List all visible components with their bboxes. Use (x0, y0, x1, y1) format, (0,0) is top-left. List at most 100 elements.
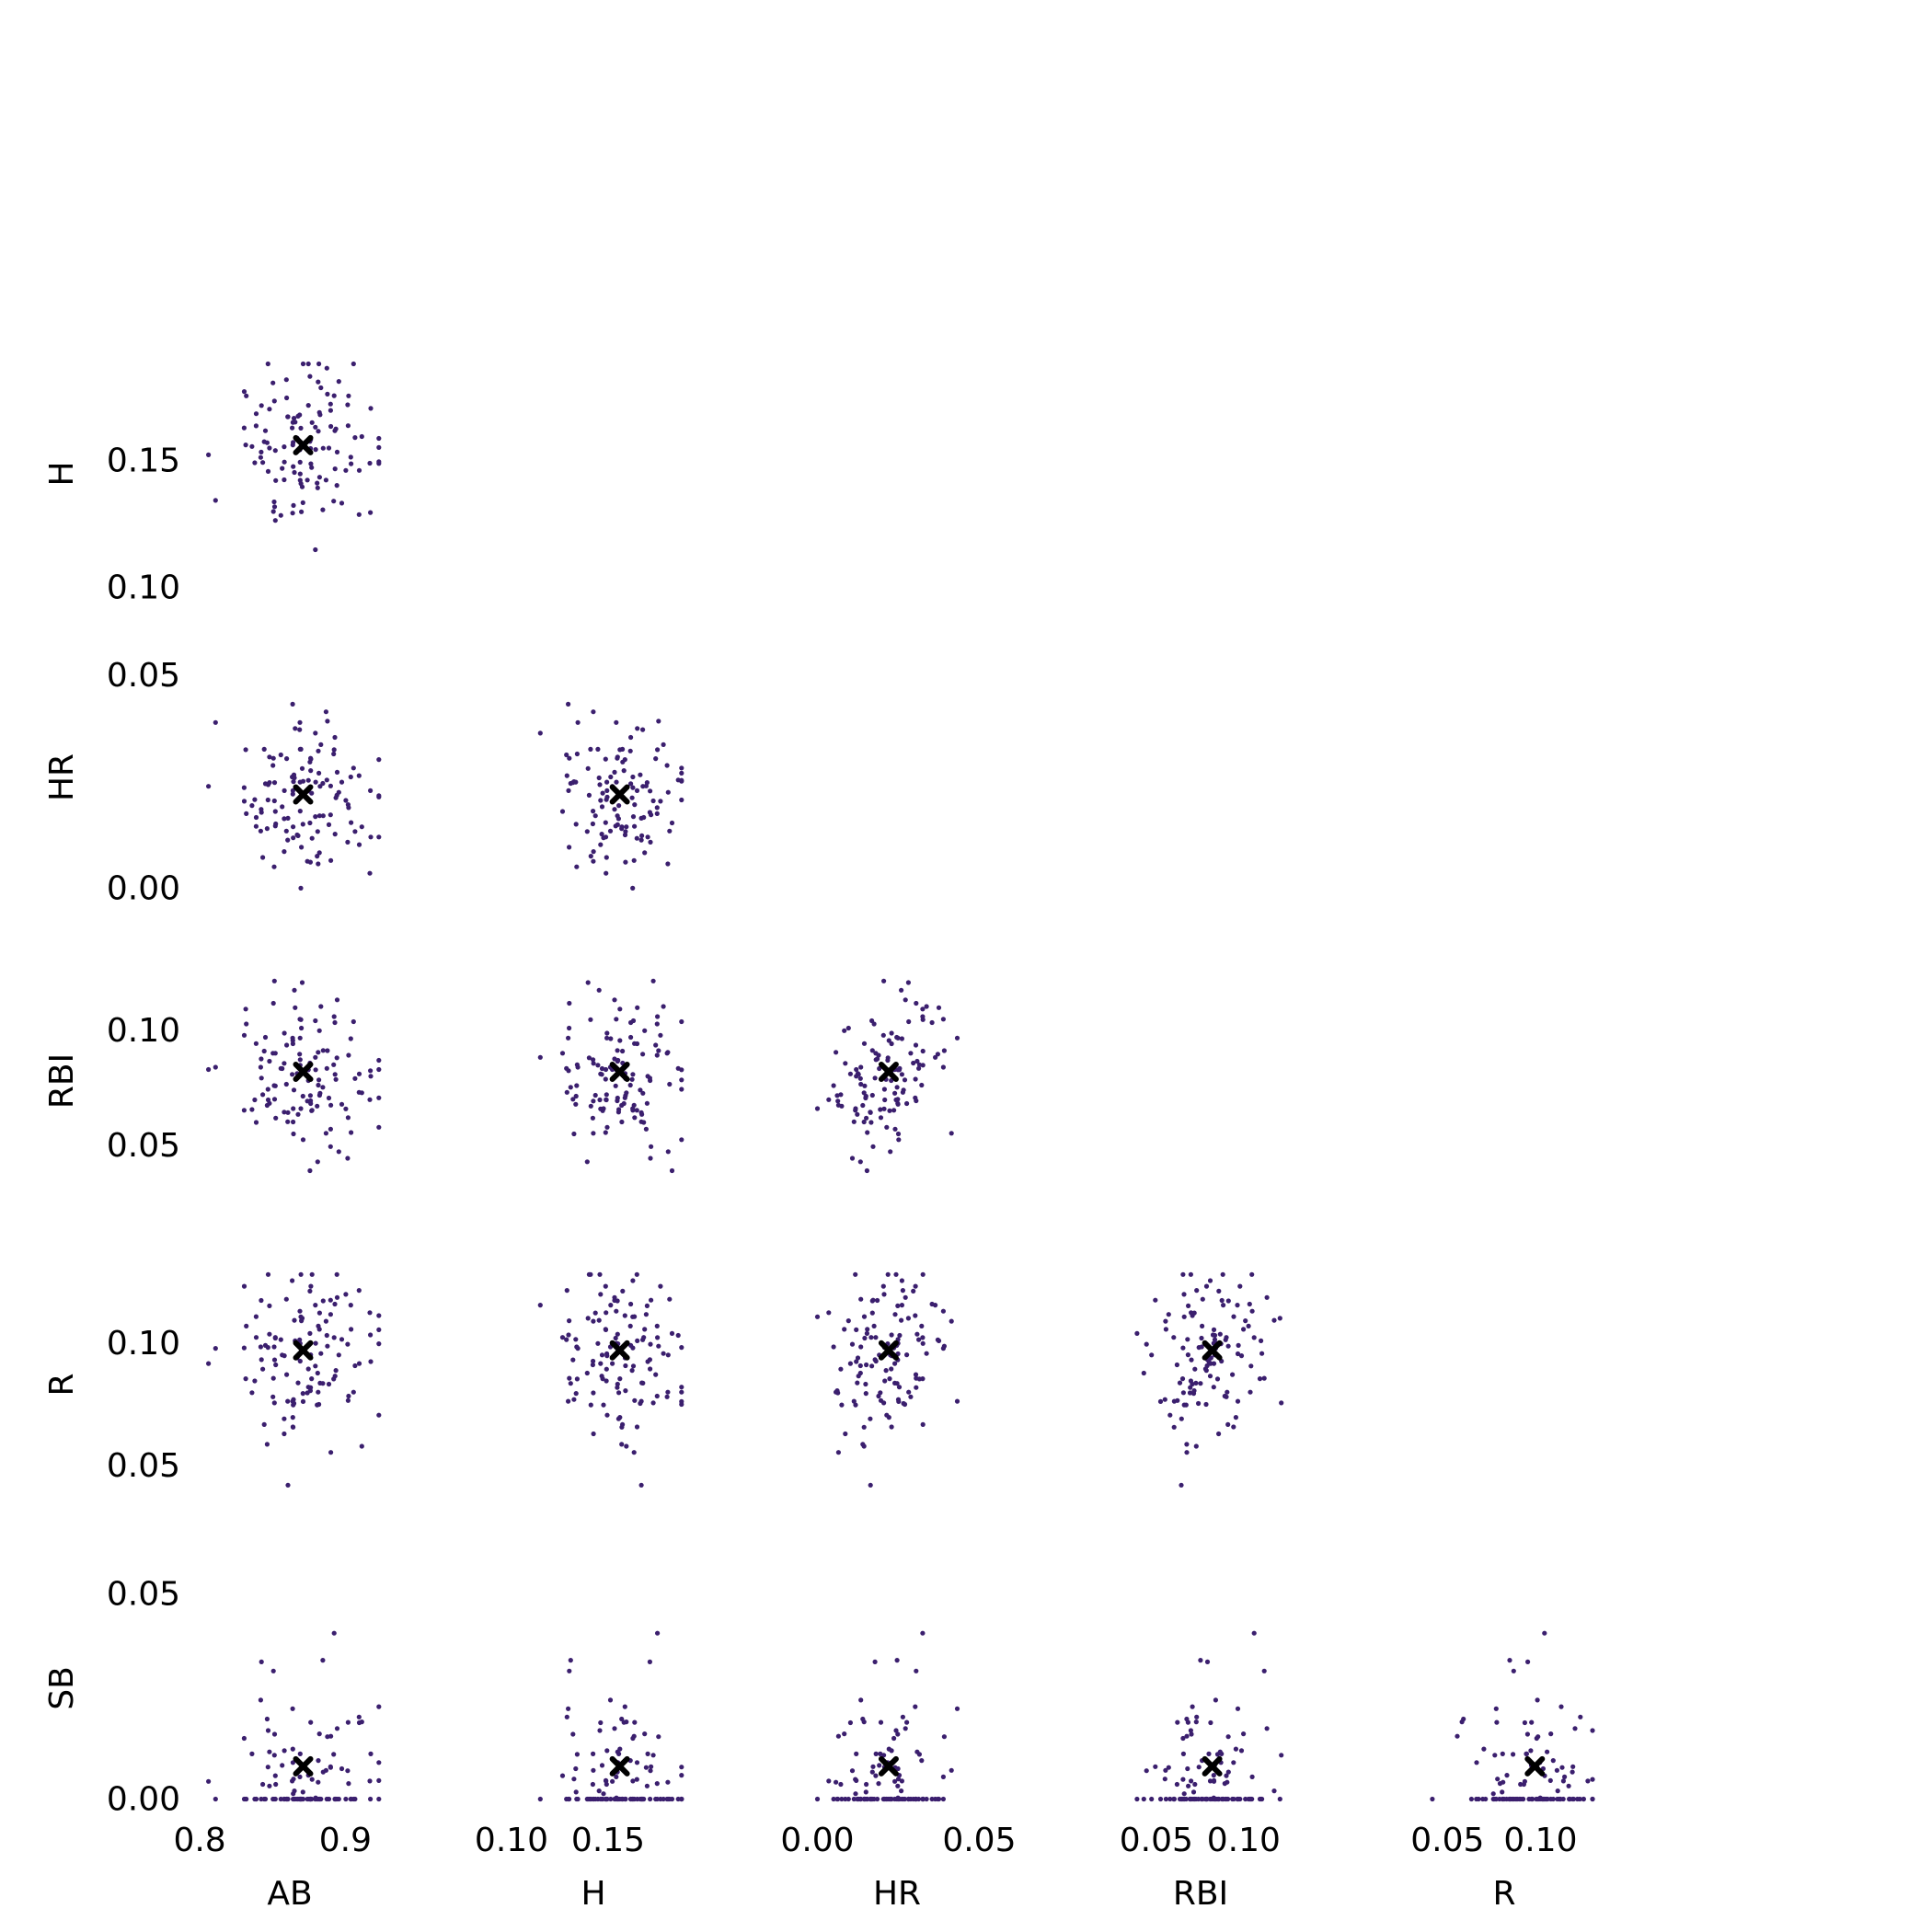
data-point (307, 1288, 313, 1294)
data-point (1500, 1789, 1505, 1795)
data-point (665, 1352, 671, 1358)
data-point (574, 1796, 580, 1802)
data-point (331, 499, 337, 504)
y-tick-label: 0.15 (107, 443, 180, 480)
data-point (588, 854, 593, 859)
data-point (899, 987, 904, 993)
data-point (376, 444, 382, 450)
data-point (643, 1765, 650, 1770)
data-point (596, 775, 602, 781)
data-point (270, 380, 276, 385)
data-point (1186, 1303, 1191, 1308)
data-point (900, 1288, 906, 1294)
data-point (343, 1292, 349, 1297)
data-point (588, 1103, 593, 1109)
data-point (941, 1048, 947, 1053)
data-point (307, 1167, 313, 1174)
data-point (320, 1381, 326, 1386)
data-point (887, 1376, 892, 1382)
data-point (1200, 1296, 1205, 1302)
data-point (884, 1124, 890, 1130)
data-point (664, 1051, 670, 1056)
data-point (603, 756, 608, 762)
data-point (883, 1368, 889, 1374)
data-point (603, 820, 608, 825)
data-point (627, 1323, 633, 1328)
data-point (1529, 1719, 1535, 1725)
data-point (1211, 1777, 1217, 1783)
data-point (1188, 1271, 1193, 1277)
data-point (1492, 1753, 1498, 1758)
data-point (642, 1327, 648, 1332)
data-point (261, 746, 267, 753)
data-point (265, 1765, 270, 1770)
data-point (599, 804, 605, 810)
data-point (305, 1385, 311, 1390)
data-point (271, 1400, 277, 1406)
data-point (316, 770, 322, 776)
data-point (638, 1482, 644, 1488)
data-point (285, 1119, 291, 1124)
data-point (656, 719, 661, 724)
data-point (612, 1294, 617, 1300)
data-point (213, 498, 218, 503)
data-point (252, 460, 258, 466)
data-point (1237, 1283, 1243, 1289)
data-point (1180, 1271, 1186, 1277)
data-point (586, 1271, 592, 1277)
mean-marker (878, 1340, 899, 1361)
data-point (858, 1081, 864, 1087)
data-point (334, 997, 340, 1003)
data-point (880, 1032, 886, 1038)
data-point (650, 978, 656, 983)
data-point (835, 1733, 842, 1739)
data-point (1163, 1318, 1168, 1324)
data-point (300, 1398, 306, 1404)
data-point (894, 1034, 900, 1041)
data-point (313, 546, 318, 553)
data-point (259, 1357, 264, 1363)
data-point (1524, 1751, 1529, 1756)
data-point (1167, 1796, 1173, 1802)
data-point (282, 1061, 287, 1066)
data-point (835, 1102, 842, 1108)
data-point (860, 1442, 866, 1447)
data-point (1219, 1751, 1225, 1756)
data-point (632, 1115, 638, 1121)
data-point (640, 727, 646, 732)
data-point (913, 1704, 918, 1709)
data-point (655, 1630, 661, 1636)
data-point (280, 1763, 285, 1768)
data-point (309, 1777, 315, 1782)
data-point (604, 1124, 610, 1130)
data-point (914, 1331, 920, 1337)
data-point (1219, 1297, 1225, 1304)
data-point (259, 1297, 264, 1304)
data-point (1191, 1388, 1197, 1394)
data-point (628, 1796, 634, 1802)
data-point (887, 1108, 892, 1113)
data-point (334, 483, 339, 489)
data-point (345, 1397, 351, 1403)
data-point (376, 1095, 382, 1100)
data-point (644, 1303, 650, 1308)
data-point (348, 454, 353, 460)
data-point (920, 1006, 926, 1012)
data-point (623, 829, 628, 834)
data-point (291, 1424, 296, 1430)
data-point (315, 1370, 320, 1376)
data-point (318, 1351, 324, 1356)
data-point (309, 1108, 315, 1113)
data-point (1225, 1389, 1230, 1395)
data-point (291, 835, 296, 841)
data-point (1207, 1796, 1213, 1802)
data-point (1535, 1796, 1540, 1802)
data-point (598, 1719, 604, 1726)
data-point (345, 1341, 351, 1347)
data-point (604, 1030, 610, 1036)
data-point (599, 1374, 604, 1379)
data-point (893, 1097, 899, 1103)
data-point (596, 1317, 602, 1323)
data-point (1247, 1301, 1252, 1307)
data-point (655, 747, 661, 753)
